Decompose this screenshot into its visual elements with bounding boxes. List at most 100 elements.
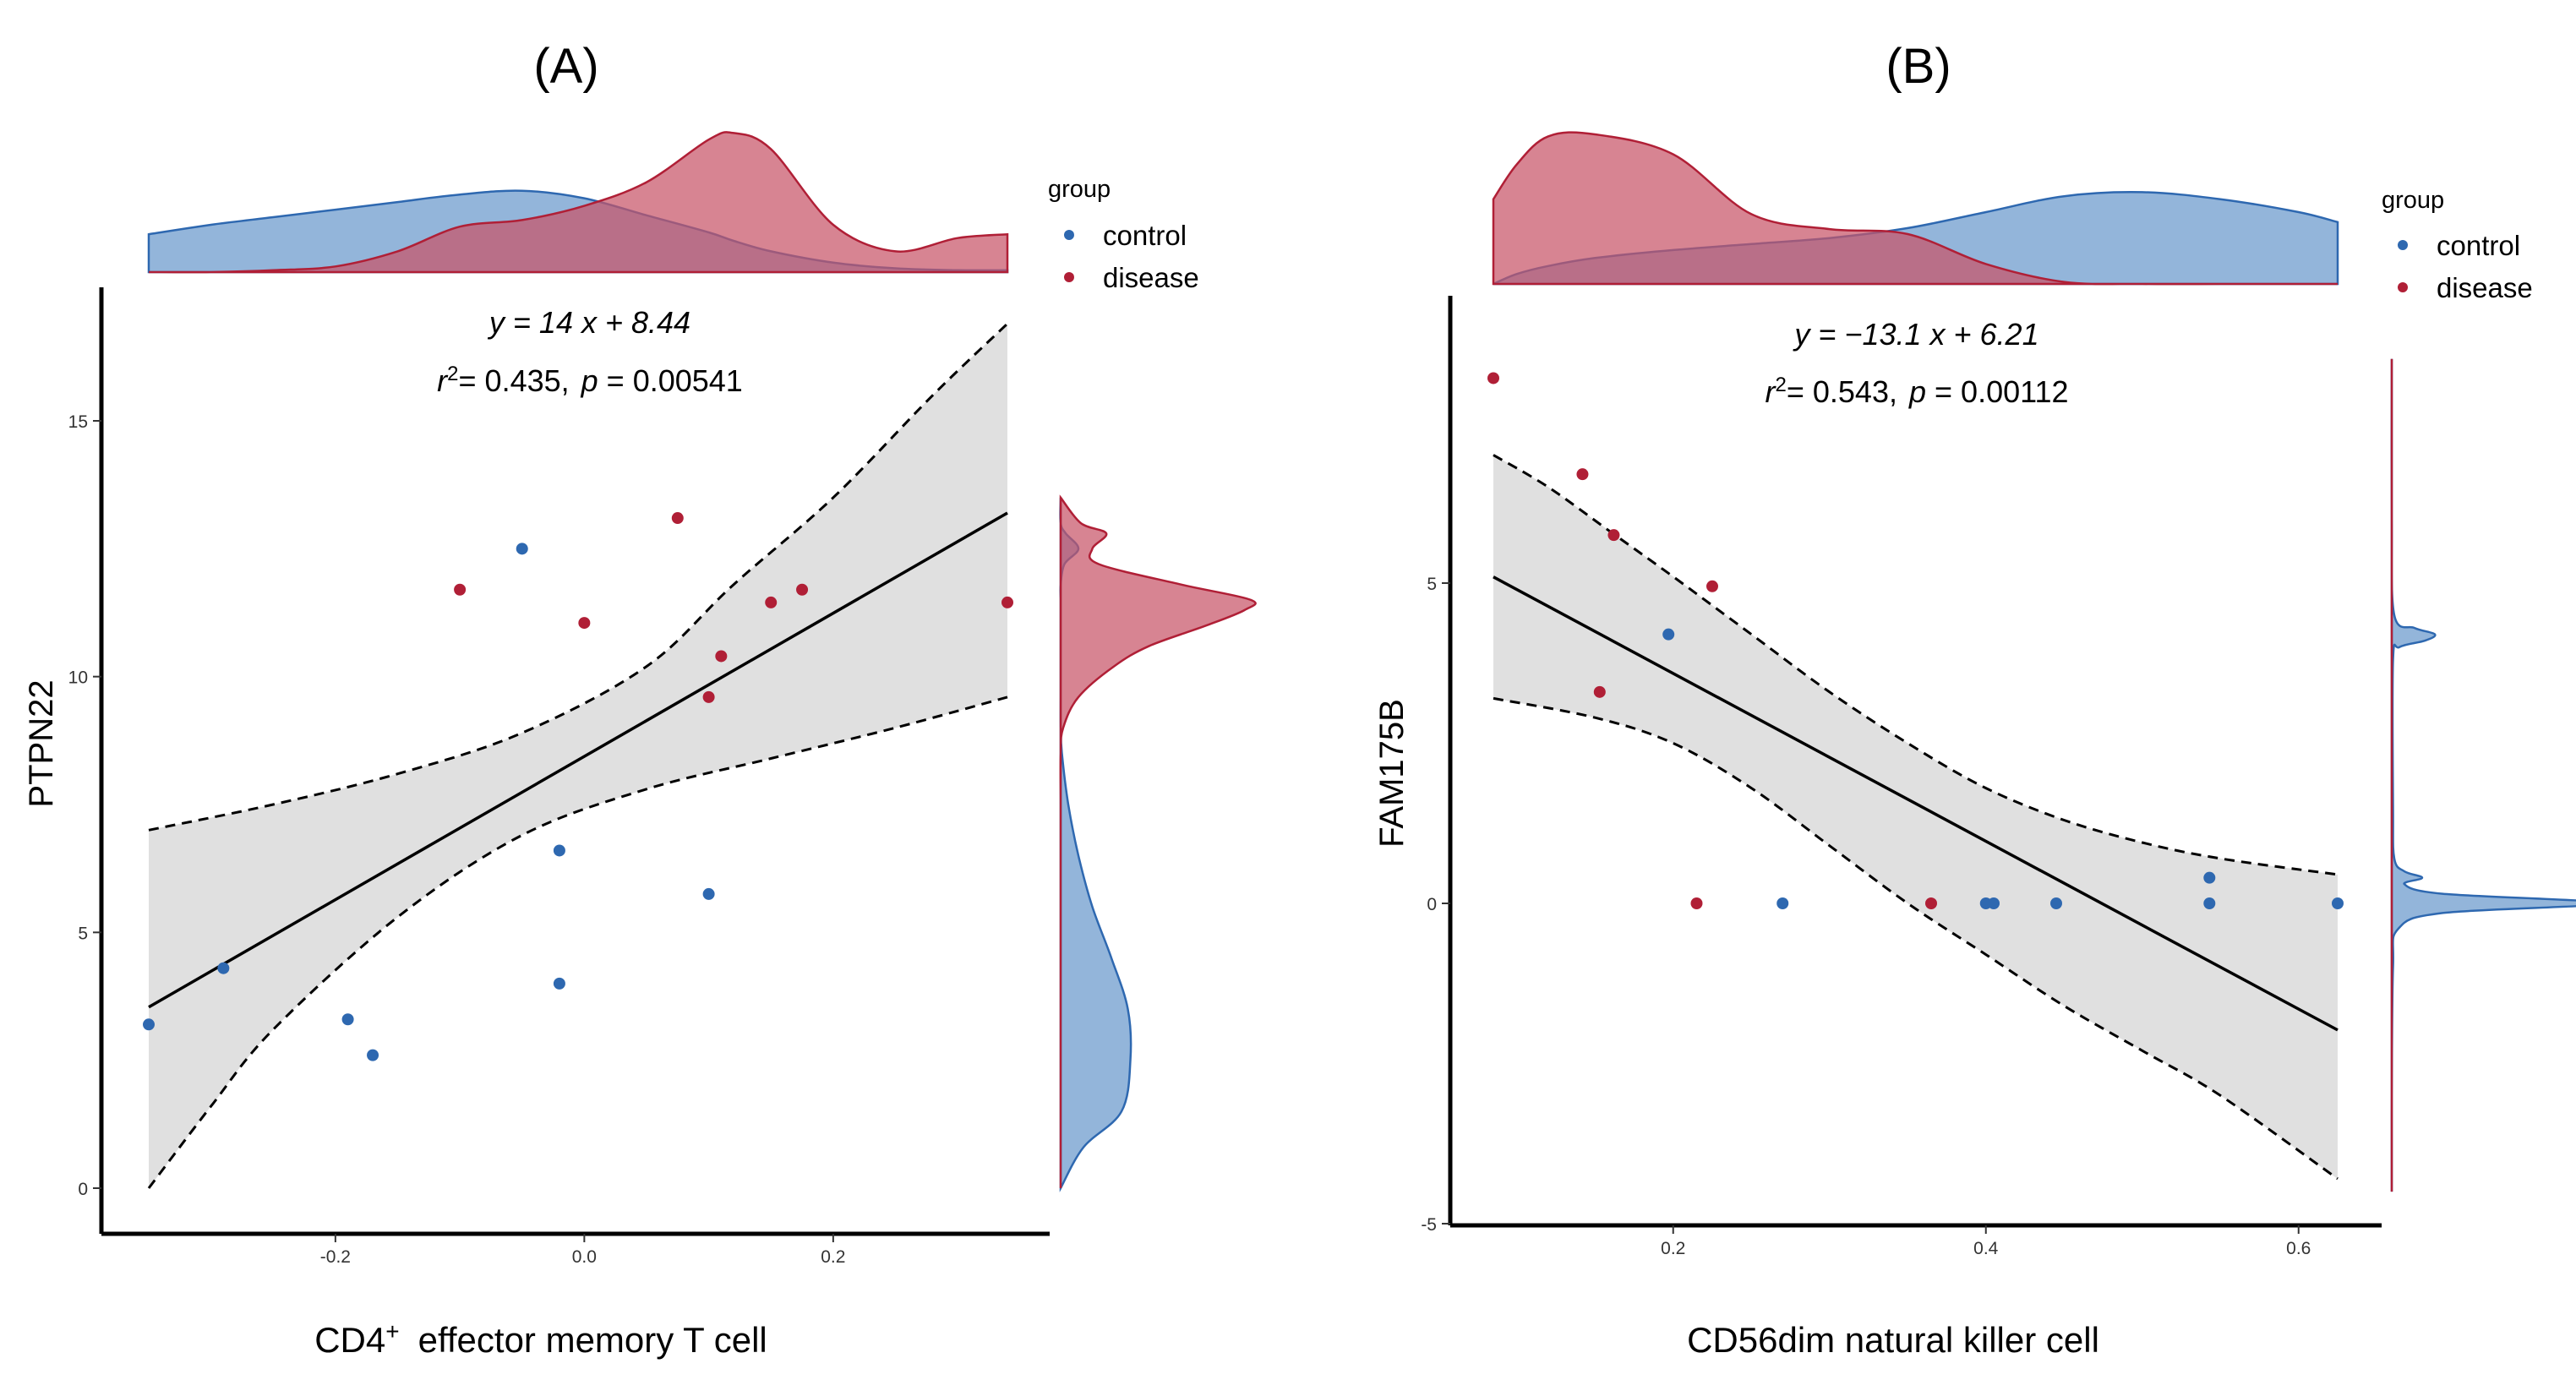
panel-a-top-density xyxy=(147,131,1009,274)
panel-b-top-density xyxy=(1492,131,2339,286)
point-disease xyxy=(765,596,778,608)
x-tick-label: 0.4 xyxy=(1973,1239,1999,1258)
legend-disease-label: disease xyxy=(1103,262,1199,293)
panel-a-equation: y = 14 x + 8.44 xyxy=(487,305,690,340)
r2-label: r xyxy=(437,363,449,398)
panel-b-ylabel: FAM175B xyxy=(1373,699,1411,848)
legend-control-marker xyxy=(1064,230,1074,240)
point-disease xyxy=(1593,685,1606,698)
point-control xyxy=(143,1018,155,1031)
point-control xyxy=(2050,897,2062,909)
point-disease xyxy=(578,617,591,630)
confidence-lower-line xyxy=(147,695,1008,1189)
panel-a-stats: r2= 0.435, p = 0.00541 xyxy=(437,363,743,399)
point-control xyxy=(516,543,528,555)
scatter-points xyxy=(1487,372,2344,909)
y-tick-label: 5 xyxy=(78,924,88,943)
r2-superscript: 2 xyxy=(447,363,458,385)
point-control xyxy=(1662,628,1675,641)
p-value: = 0.00541 xyxy=(607,363,743,398)
x-tick-label: -0.2 xyxy=(320,1247,351,1267)
point-control xyxy=(367,1049,379,1061)
legend-disease-label: disease xyxy=(2437,272,2533,303)
panel-b-plot-area: 0.2 0.4 0.6 -5 0 5 xyxy=(1421,296,2382,1258)
y-tick-label: 0 xyxy=(1427,895,1437,914)
p-value: = 0.00112 xyxy=(1935,374,2068,409)
y-tick-label: -5 xyxy=(1421,1215,1437,1235)
regression-line xyxy=(148,511,1008,1009)
confidence-lower-line xyxy=(1493,696,2339,1181)
point-disease xyxy=(1690,897,1703,909)
top-density-disease xyxy=(148,131,1009,274)
panel-b: (B) 0.2 0.4 0.6 -5 0 5 y = −13.1 x + 6.21 r2… xyxy=(1373,39,2576,1360)
y-tick-label: 15 xyxy=(68,412,88,432)
panel-b-legend: group control disease xyxy=(2382,187,2533,303)
confidence-band xyxy=(149,324,1007,1188)
point-disease xyxy=(1001,596,1013,608)
point-disease xyxy=(1487,372,1499,385)
y-ticks: -5 0 5 xyxy=(1421,575,1450,1235)
x-tick-label: 0.0 xyxy=(572,1247,597,1267)
panel-b-xlabel: CD56dim natural killer cell xyxy=(1687,1320,2099,1360)
point-disease xyxy=(454,583,467,596)
point-control xyxy=(341,1013,354,1026)
legend-disease-marker xyxy=(1064,272,1074,282)
y-ticks: 0 5 10 15 xyxy=(68,412,101,1199)
panel-a: (A) -0.2 0.0 0.2 0 5 10 15 y = 14 x + 8.44 r2… xyxy=(23,39,1257,1361)
point-control xyxy=(2203,897,2216,909)
x-ticks: -0.2 0.0 0.2 xyxy=(320,1234,845,1267)
point-control xyxy=(2332,897,2344,909)
y-tick-label: 5 xyxy=(1427,575,1437,594)
panel-a-label: (A) xyxy=(533,39,598,94)
point-disease xyxy=(702,690,715,703)
point-control xyxy=(553,844,565,857)
panel-a-ylabel: PTPN22 xyxy=(23,679,60,807)
xlabel-superscript: + xyxy=(385,1318,399,1345)
legend-title: group xyxy=(1048,176,1111,203)
regression-line xyxy=(1493,575,2339,1032)
right-density-disease xyxy=(1059,494,1257,1189)
legend-title: group xyxy=(2382,187,2444,214)
legend-control-label: control xyxy=(2437,230,2520,261)
legend-disease-marker xyxy=(2398,282,2408,292)
r2-superscript: 2 xyxy=(1776,374,1787,396)
point-disease xyxy=(715,650,728,663)
panel-a-legend: group control disease xyxy=(1048,176,1199,293)
y-tick-label: 0 xyxy=(78,1180,88,1199)
x-tick-label: 0.2 xyxy=(821,1247,845,1267)
scatter-points xyxy=(143,512,1013,1061)
panel-b-equation: y = −13.1 x + 6.21 xyxy=(1792,317,2038,352)
point-control xyxy=(702,887,715,900)
point-disease xyxy=(1576,468,1589,481)
x-tick-label: 0.6 xyxy=(2286,1239,2311,1258)
r2-value: = 0.543, xyxy=(1787,374,1897,409)
panel-b-right-density xyxy=(2390,358,2576,1192)
point-control xyxy=(217,962,230,974)
panel-a-plot-area: -0.2 0.0 0.2 0 5 10 15 xyxy=(68,287,1050,1267)
panel-b-label: (B) xyxy=(1886,39,1951,94)
confidence-upper-line xyxy=(148,322,1009,832)
point-disease xyxy=(671,512,684,525)
x-ticks: 0.2 0.4 0.6 xyxy=(1661,1225,2311,1258)
point-disease xyxy=(1607,529,1620,542)
top-density-disease xyxy=(1492,131,2338,286)
confidence-band xyxy=(1493,455,2338,1179)
r2-label: r xyxy=(1766,374,1777,409)
panel-a-xlabel: CD4+ effector memory T cell xyxy=(314,1318,767,1361)
point-control xyxy=(2203,871,2216,884)
point-disease xyxy=(796,583,809,596)
point-control xyxy=(1988,897,2000,909)
xlabel-rest: effector memory T cell xyxy=(418,1320,767,1360)
p-label: p xyxy=(1908,374,1926,409)
y-tick-label: 10 xyxy=(68,668,88,688)
p-label: p xyxy=(581,363,598,398)
panel-b-stats: r2= 0.543, p = 0.00112 xyxy=(1766,374,2069,410)
legend-control-label: control xyxy=(1103,220,1187,251)
point-disease xyxy=(1925,897,1937,909)
xlabel-prefix: CD4 xyxy=(314,1320,385,1360)
point-control xyxy=(1776,897,1789,909)
point-disease xyxy=(1706,580,1718,592)
x-tick-label: 0.2 xyxy=(1661,1239,1685,1258)
legend-control-marker xyxy=(2398,240,2408,250)
